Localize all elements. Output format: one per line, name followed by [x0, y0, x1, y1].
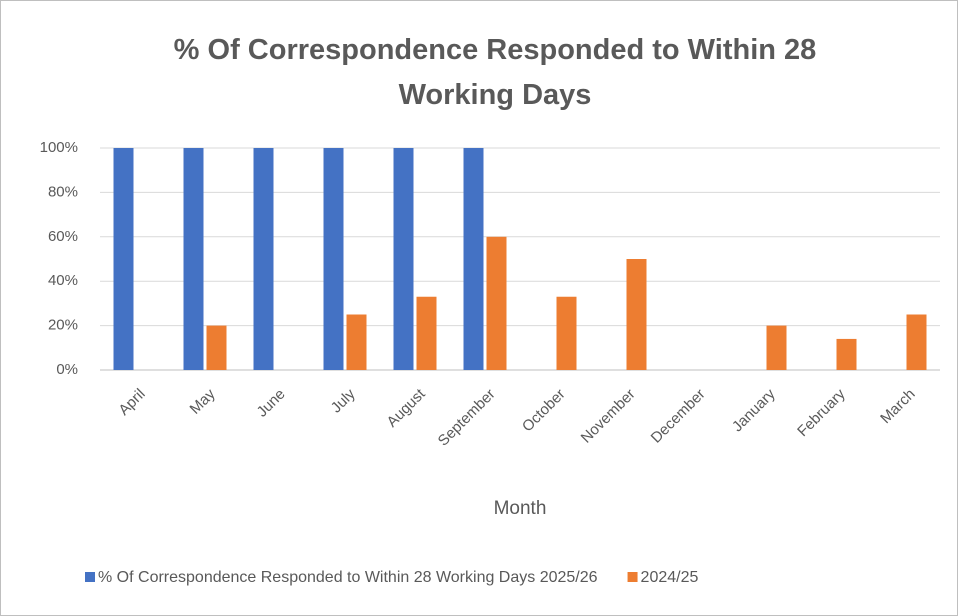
bar	[346, 314, 367, 370]
y-tick-label: 100%	[40, 139, 78, 156]
bar	[393, 148, 414, 370]
bar	[253, 148, 274, 370]
x-tick-label: March	[877, 386, 918, 427]
bar	[463, 148, 484, 370]
y-tick-label: 60%	[48, 228, 78, 245]
bar	[183, 148, 204, 370]
y-tick-label: 0%	[56, 361, 78, 378]
x-tick-label: April	[115, 386, 148, 419]
bar	[836, 338, 857, 370]
legend-swatch	[627, 572, 638, 582]
x-tick-label: October	[519, 386, 569, 436]
x-tick-label: September	[435, 386, 499, 450]
bar	[626, 259, 647, 370]
bar	[486, 236, 507, 370]
bar	[766, 325, 787, 370]
x-tick-label: November	[578, 386, 639, 447]
x-tick-label: July	[328, 385, 359, 416]
bar	[113, 148, 134, 370]
x-tick-label: December	[648, 386, 709, 447]
legend-swatch	[85, 572, 95, 582]
legend-label: 2024/25	[641, 569, 699, 586]
bar	[906, 314, 927, 370]
x-axis-title: Month	[494, 498, 547, 519]
x-tick-label: February	[794, 385, 849, 440]
bar	[556, 296, 577, 370]
bar	[323, 148, 344, 370]
bar	[206, 325, 227, 370]
x-tick-label: January	[729, 385, 779, 435]
y-tick-label: 20%	[48, 317, 78, 334]
bar	[416, 296, 437, 370]
chart-title: % Of Correspondence Responded to Within …	[173, 34, 817, 111]
y-tick-label: 80%	[48, 183, 78, 200]
x-tick-label: May	[187, 385, 219, 417]
y-tick-label: 40%	[48, 272, 78, 289]
legend-label: % Of Correspondence Responded to Within …	[98, 569, 598, 586]
x-tick-label: June	[254, 386, 289, 421]
x-tick-label: August	[384, 385, 430, 431]
